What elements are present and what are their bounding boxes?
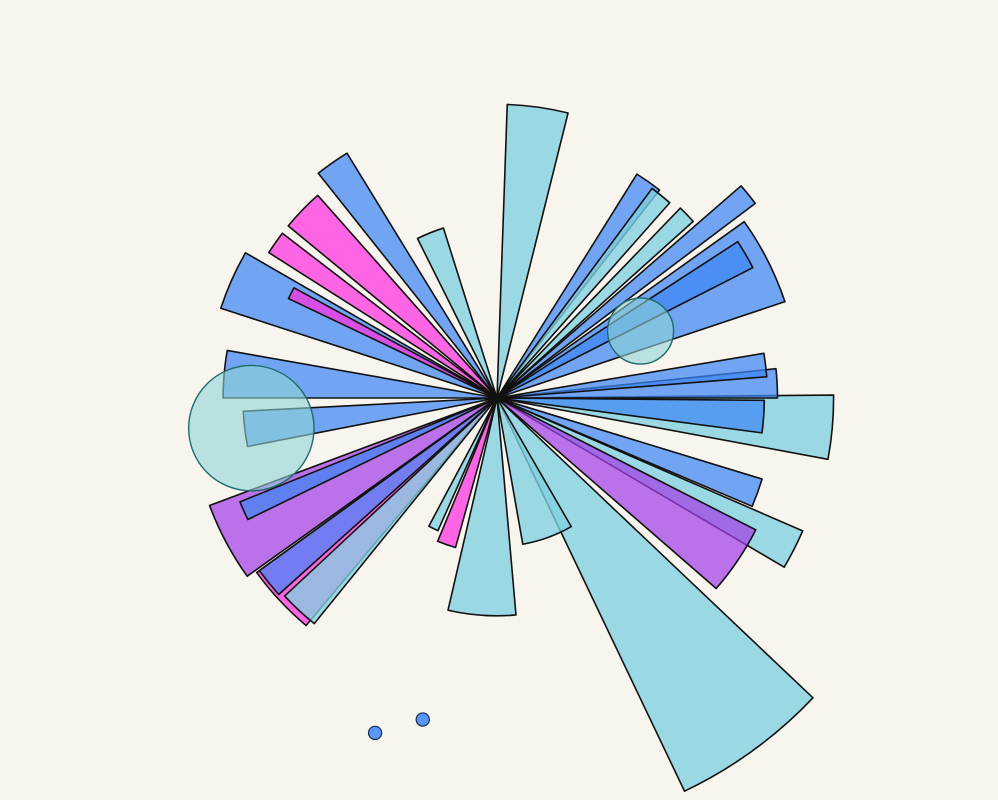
wedge-cyan-0 <box>496 103 569 399</box>
bubble-marker-0 <box>187 364 315 492</box>
wedge-cyan-1 <box>496 187 671 399</box>
point-marker-1 <box>367 725 383 741</box>
wedge-magenta-0 <box>436 397 498 549</box>
wedge-magenta-4 <box>287 286 498 399</box>
wedge-cyan-5 <box>496 397 814 792</box>
wedge-blue-6 <box>496 397 766 434</box>
wedge-cyan-6 <box>496 397 573 546</box>
wedge-cyan-2 <box>496 207 694 399</box>
wedge-cyan-8 <box>283 397 498 625</box>
wedge-magenta-2 <box>267 232 498 399</box>
wedge-blue-1 <box>496 185 757 399</box>
wedge-cyan-7 <box>447 397 517 617</box>
wedge-cyan-9 <box>428 397 498 532</box>
wedge-magenta-3 <box>287 194 498 399</box>
wedge-blue-9 <box>239 397 498 521</box>
wedge-purple-0 <box>496 397 757 590</box>
point-marker-0 <box>415 712 430 727</box>
wedge-blue-8 <box>258 397 498 596</box>
wedge-blue-13 <box>317 152 498 399</box>
wedge-blue-4 <box>496 352 768 399</box>
wedge-blue-7 <box>496 397 763 508</box>
bubble-marker-1 <box>606 297 675 365</box>
wedge-cyan-10 <box>416 227 498 399</box>
wedge-purple-1 <box>208 397 498 578</box>
